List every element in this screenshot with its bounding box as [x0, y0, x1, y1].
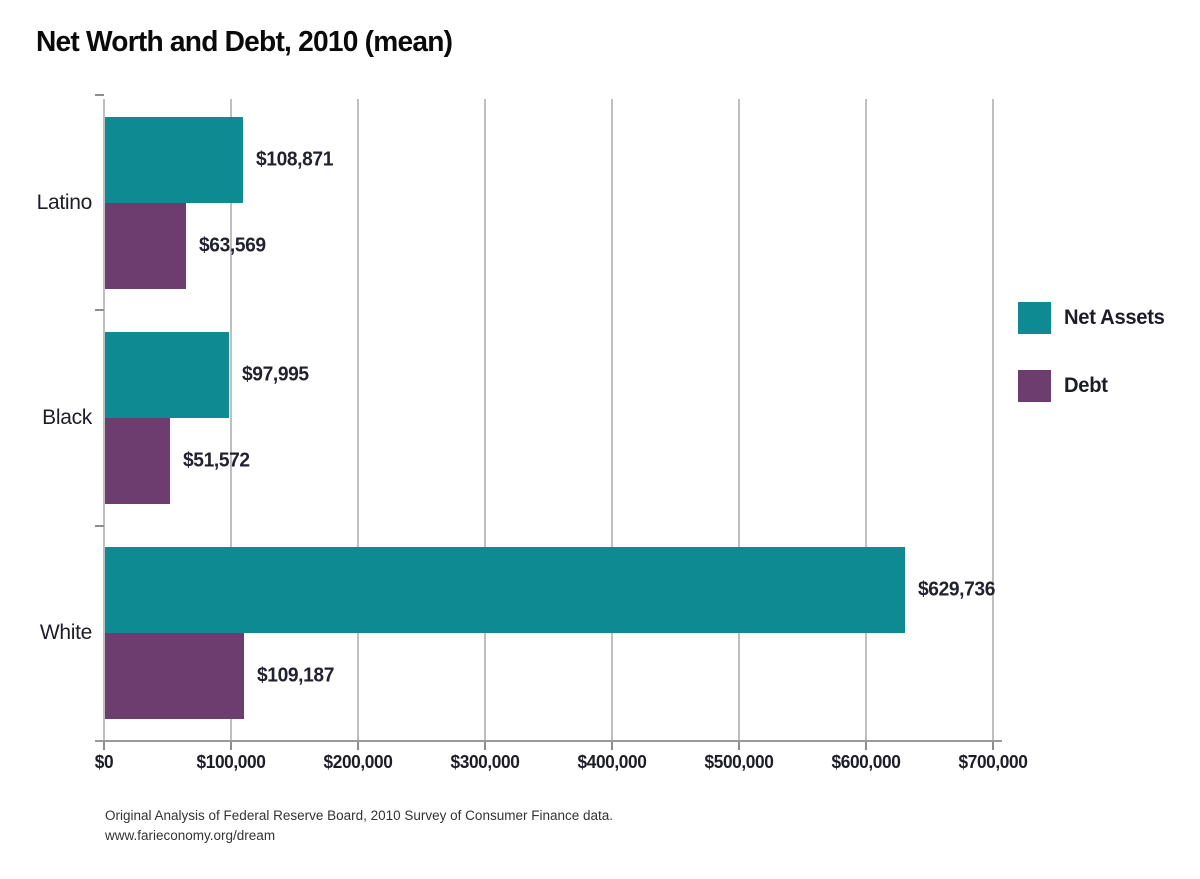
legend-label-net-assets: Net Assets: [1064, 306, 1165, 329]
value-label-net-assets-latino: $108,871: [256, 148, 334, 171]
value-label-debt-latino: $63,569: [199, 234, 266, 257]
x-tick-label-1: $100,000: [196, 752, 266, 772]
gridline-4: [611, 99, 613, 741]
debt-swatch-icon: [1018, 370, 1051, 402]
net-assets-swatch-icon: [1018, 302, 1051, 334]
category-label-white: White: [39, 621, 92, 645]
legend-label-debt: Debt: [1064, 374, 1108, 397]
x-axis-line: [95, 740, 1002, 742]
bar-debt-latino: [105, 202, 186, 289]
y-axis-tick-1: [95, 309, 104, 312]
source-note-url: www.farieconomy.org/dream: [105, 828, 276, 843]
category-label-latino: Latino: [36, 190, 93, 214]
x-axis-tick-5: [738, 741, 740, 750]
x-axis-tick-0: [103, 741, 105, 750]
y-axis-tick-0: [95, 94, 104, 96]
chart-title: Net Worth and Debt, 2010 (mean): [36, 26, 453, 58]
legend: Net Assets Debt: [1018, 302, 1169, 438]
gridline-5: [738, 99, 740, 741]
gridline-0: [103, 99, 105, 741]
gridline-3: [484, 99, 486, 741]
gridline-2: [357, 99, 359, 741]
x-axis-tick-7: [992, 741, 994, 750]
bar-net-assets-white: [105, 547, 905, 634]
gridline-1: [230, 99, 232, 741]
value-label-net-assets-white: $629,736: [918, 578, 996, 601]
x-axis-tick-1: [230, 741, 232, 750]
legend-item-net-assets: Net Assets: [1018, 302, 1169, 334]
bar-debt-black: [105, 418, 170, 504]
x-axis-tick-3: [484, 741, 486, 750]
x-tick-label-5: $500,000: [704, 752, 774, 772]
bar-net-assets-black: [105, 332, 229, 418]
x-tick-label-2: $200,000: [323, 752, 393, 772]
x-tick-label-6: $600,000: [831, 752, 901, 772]
value-label-net-assets-black: $97,995: [242, 363, 309, 386]
x-axis-tick-2: [357, 741, 359, 750]
x-tick-label-3: $300,000: [450, 752, 520, 772]
gridline-7: [992, 99, 994, 741]
legend-item-debt: Debt: [1018, 370, 1169, 402]
bar-net-assets-latino: [105, 116, 243, 203]
x-axis-tick-6: [865, 741, 867, 750]
y-axis-tick-2: [95, 524, 104, 527]
category-label-black: Black: [42, 406, 92, 429]
x-tick-label-7: $700,000: [958, 752, 1028, 772]
value-label-debt-white: $109,187: [257, 664, 335, 687]
source-note: Original Analysis of Federal Reserve Boa…: [105, 806, 613, 846]
x-tick-label-4: $400,000: [577, 752, 647, 772]
gridline-6: [865, 99, 867, 741]
x-tick-label-0: $0: [94, 752, 114, 772]
x-axis-tick-4: [611, 741, 613, 750]
source-note-line1: Original Analysis of Federal Reserve Boa…: [105, 808, 614, 823]
value-label-debt-black: $51,572: [183, 449, 250, 472]
bar-debt-white: [105, 633, 244, 720]
